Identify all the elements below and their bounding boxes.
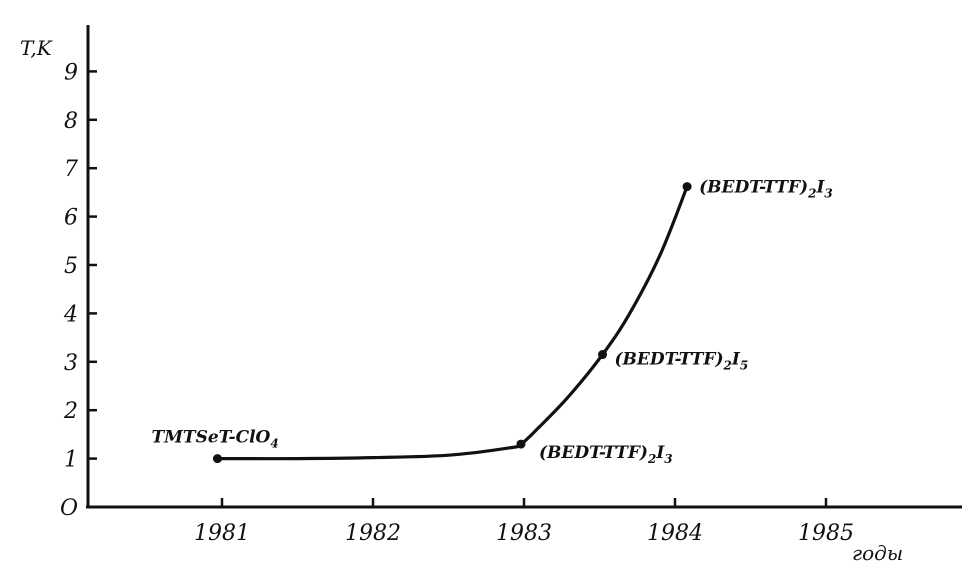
data-label: (BEDT-TTF)2I3 (539, 443, 673, 466)
x-axis-ticks: 1981 1982 1983 1984 1985 (194, 498, 854, 546)
x-tick-label: 1983 (496, 521, 552, 546)
series-line-group (215, 184, 689, 461)
y-tick-label: 6 (64, 206, 78, 231)
y-tick-label: 7 (64, 157, 78, 182)
data-label: (BEDT-TTF)2I3 (699, 178, 833, 201)
data-point (212, 454, 222, 464)
y-axis-title: T,K (20, 36, 53, 60)
y-tick-label: O (60, 496, 78, 521)
y-axis-ticks: O 1 2 3 4 5 6 7 8 9 (60, 60, 97, 521)
y-tick-label: 1 (64, 448, 78, 473)
x-tick-label: 1982 (345, 521, 401, 546)
data-point (516, 439, 526, 449)
y-tick-label: 5 (64, 254, 78, 279)
data-label: (BEDT-TTF)2I5 (615, 350, 749, 373)
temperature-curve (215, 184, 689, 461)
x-tick-label: 1985 (798, 521, 854, 546)
x-axis-title: годы (852, 541, 903, 561)
x-tick-label: 1984 (647, 521, 703, 546)
y-tick-label: 9 (64, 60, 78, 85)
y-tick-label: 3 (64, 351, 78, 376)
data-point (682, 182, 692, 192)
data-labels: TMTSeT-ClO4 (BEDT-TTF)2I3 (BEDT-TTF)2I5 (BE… (151, 178, 832, 466)
x-tick-label: 1981 (194, 521, 250, 546)
data-points (212, 182, 692, 464)
y-tick-label: 2 (63, 399, 78, 424)
data-label: TMTSeT-ClO4 (151, 428, 278, 451)
y-tick-label: 4 (63, 302, 78, 327)
data-point (598, 350, 608, 360)
y-tick-label: 8 (64, 109, 78, 134)
